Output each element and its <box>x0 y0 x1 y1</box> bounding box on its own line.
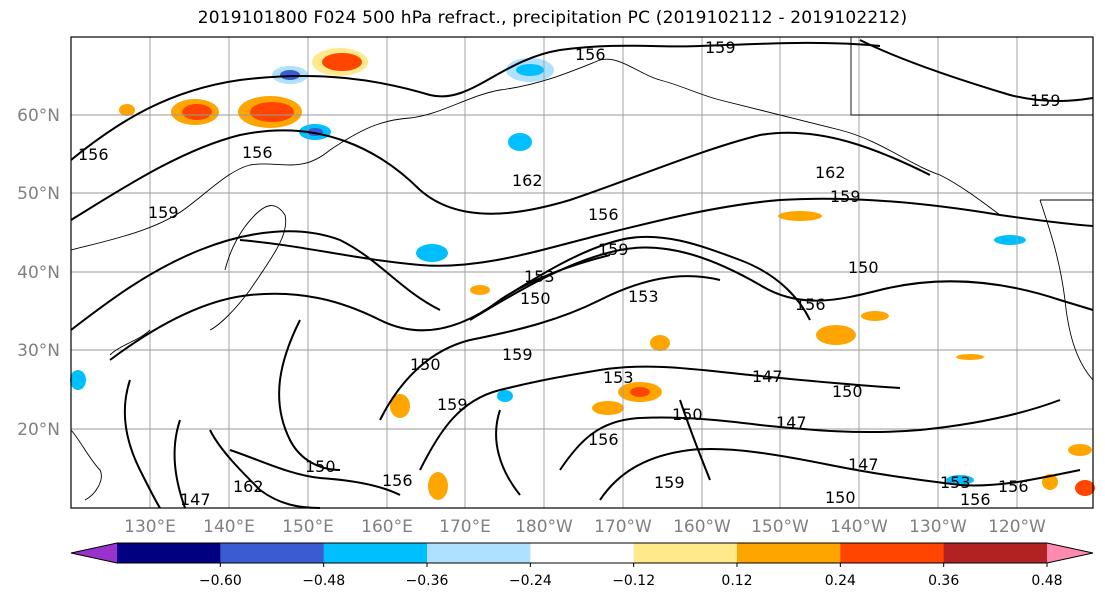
colorbar: −0.60 −0.48 −0.36 −0.24 −0.12 0.12 0.24 0.36 0.4… <box>70 542 1094 589</box>
colorbar-tick-label: 0.24 <box>825 573 856 589</box>
contour-label: 150 <box>832 382 863 401</box>
lon-label: 160°E <box>361 517 413 537</box>
colorbar-swatch <box>427 543 531 563</box>
lon-label: 150°E <box>282 517 334 537</box>
lon-label: 140°E <box>203 517 255 537</box>
contour-label: 150 <box>305 457 336 476</box>
contour-label: 150 <box>520 289 551 308</box>
contour-label: 153 <box>628 287 659 306</box>
contour-label: 156 <box>382 471 413 490</box>
contour-label: 147 <box>848 455 879 474</box>
lon-label: 120°W <box>988 517 1046 537</box>
contour-label: 150 <box>672 405 703 424</box>
contour-lines <box>70 39 1094 509</box>
colorbar-ticks: −0.60 −0.48 −0.36 −0.24 −0.12 0.12 0.24 0.36 0.4… <box>199 563 1063 589</box>
contour-label: 153 <box>603 368 634 387</box>
colorbar-tick-label: −0.24 <box>509 573 552 589</box>
colorbar-swatch <box>117 543 221 563</box>
latitude-axis: 60°N 50°N 40°N 30°N 20°N <box>17 106 60 440</box>
contour-label: 162 <box>815 163 846 182</box>
contour-label: 156 <box>575 45 606 64</box>
lon-label: 170°W <box>594 517 652 537</box>
colorbar-outline <box>70 542 1094 564</box>
plot-area: 159 156 156 159 162 162 159 156 159 153 … <box>70 36 1095 509</box>
colorbar-swatch <box>530 543 635 563</box>
contour-label: 159 <box>830 187 861 206</box>
colorbar-tick-label: −0.12 <box>612 573 655 589</box>
colorbar-swatch <box>737 543 841 563</box>
map-title: 2019101800 F024 500 hPa refract., precip… <box>197 8 908 28</box>
colorbar-tick-label: −0.60 <box>199 573 242 589</box>
contour-label: 162 <box>233 477 264 496</box>
lon-label: 160°W <box>673 517 731 537</box>
contour-label: 159 <box>1030 91 1061 110</box>
contour-label: 156 <box>998 477 1029 496</box>
contour-label: 153 <box>524 267 555 286</box>
contour-label: 153 <box>940 473 971 492</box>
contour-label: 159 <box>598 240 629 259</box>
contour-label: 159 <box>437 395 468 414</box>
contour-label: 159 <box>502 345 533 364</box>
lat-label: 40°N <box>17 263 60 283</box>
lat-label: 50°N <box>17 184 60 204</box>
colorbar-swatches <box>70 542 1094 564</box>
contour-label: 159 <box>148 203 179 222</box>
contour-label: 150 <box>848 258 879 277</box>
contour-labels: 159 156 156 159 162 162 159 156 159 153 … <box>78 38 1061 509</box>
contour-label: 156 <box>588 430 619 449</box>
colorbar-tick-label: −0.36 <box>406 573 449 589</box>
contour-label: 159 <box>654 473 685 492</box>
contour-label: 156 <box>242 143 273 162</box>
colorbar-swatch <box>840 543 945 563</box>
lon-label: 170°E <box>439 517 491 537</box>
precip-blobs <box>70 48 1095 500</box>
lat-label: 20°N <box>17 420 60 440</box>
lat-label: 30°N <box>17 341 60 361</box>
lat-label: 60°N <box>17 106 60 126</box>
contour-label: 156 <box>588 205 619 224</box>
contour-label: 150 <box>410 355 441 374</box>
colorbar-tick-label: −0.48 <box>302 573 345 589</box>
lon-label: 180°W <box>515 517 573 537</box>
colorbar-swatch <box>633 543 738 563</box>
colorbar-extend-low <box>71 543 117 563</box>
contour-label: 147 <box>180 490 211 509</box>
colorbar-swatch <box>220 543 325 563</box>
colorbar-swatch <box>323 543 428 563</box>
contour-label: 156 <box>78 145 109 164</box>
lon-label: 130°W <box>909 517 967 537</box>
lon-label: 130°E <box>124 517 176 537</box>
contour-label: 147 <box>776 413 807 432</box>
contour-label: 147 <box>752 367 783 386</box>
contour-label: 156 <box>960 490 991 509</box>
colorbar-extend-high <box>1047 543 1093 563</box>
contour-label: 159 <box>705 38 736 57</box>
contour-label: 150 <box>825 488 856 507</box>
coastlines <box>70 37 1094 501</box>
colorbar-tick-label: 0.48 <box>1031 573 1062 589</box>
colorbar-tick-label: 0.36 <box>928 573 959 589</box>
colorbar-swatch <box>943 543 1048 563</box>
lon-label: 140°W <box>830 517 888 537</box>
longitude-axis: 130°E 140°E 150°E 160°E 170°E 180°W 170°… <box>124 517 1046 537</box>
contour-label: 162 <box>512 171 543 190</box>
lon-label: 150°W <box>751 517 809 537</box>
contour-label: 156 <box>795 295 826 314</box>
colorbar-tick-label: 0.12 <box>721 573 752 589</box>
